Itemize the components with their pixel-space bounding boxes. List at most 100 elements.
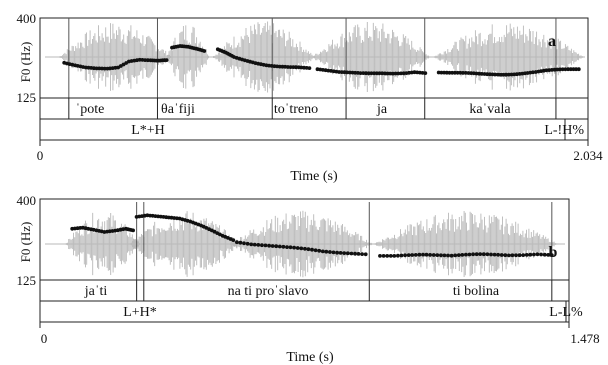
f0-point — [286, 65, 290, 69]
syllable-boundaries-b — [136, 280, 553, 301]
f0-point — [320, 249, 325, 254]
f0-point — [361, 71, 366, 75]
f0-point — [498, 72, 503, 77]
f0-point — [535, 252, 540, 257]
f0-point — [504, 72, 508, 77]
f0-point — [283, 64, 288, 69]
f0-point — [363, 252, 368, 257]
f0-point — [455, 70, 460, 75]
f0-point — [86, 65, 91, 70]
f0-point — [145, 58, 150, 63]
f0-point — [260, 243, 264, 248]
f0-point — [490, 72, 495, 77]
f0-point — [102, 66, 107, 71]
tone-label-right-a: L-!H% — [544, 123, 584, 138]
f0-point — [456, 253, 461, 257]
f0-point — [431, 253, 436, 257]
y-axis-label-a: F0 (Hz) — [18, 42, 33, 83]
f0-point — [324, 249, 329, 254]
f0-point — [231, 238, 236, 243]
f0-point — [372, 71, 376, 76]
f0-point — [539, 252, 543, 257]
f0-point — [474, 252, 479, 257]
f0-point — [532, 252, 536, 257]
panel-label-a: a — [548, 33, 556, 50]
f0-point — [447, 70, 452, 75]
syllable-boundaries-a — [68, 98, 557, 119]
f0-point — [277, 244, 282, 249]
f0-point — [424, 252, 429, 257]
f0-point — [285, 245, 289, 250]
f0-point — [166, 215, 171, 220]
f0-point — [489, 252, 493, 257]
f0-point — [307, 66, 312, 70]
f0-point — [501, 72, 506, 77]
f0-point — [439, 253, 443, 258]
y-tick-top-b: 400 — [17, 193, 37, 208]
f0-point — [547, 68, 552, 72]
f0-point — [383, 71, 387, 76]
f0-point — [466, 71, 471, 75]
syllable-a-3: toˈtreno — [274, 102, 318, 117]
f0-point — [388, 254, 393, 258]
syllable-b-1: jaˈti — [84, 284, 108, 299]
f0-point — [449, 253, 454, 258]
f0-point — [335, 250, 339, 255]
f0-point — [202, 49, 207, 53]
f0-point — [413, 253, 418, 257]
f0-point — [374, 71, 379, 76]
f0-point — [380, 71, 385, 76]
f0-point — [403, 253, 407, 258]
f0-point — [385, 71, 390, 76]
f0-point — [482, 72, 487, 76]
f0-point — [304, 66, 309, 70]
f0-point — [274, 244, 279, 249]
f0-point — [428, 253, 432, 257]
x-tick-end-a: 2.034 — [573, 148, 603, 163]
f0-point — [492, 252, 497, 257]
syllable-b-3: ti bolina — [453, 284, 500, 299]
f0-point — [92, 66, 96, 71]
f0-point — [461, 71, 465, 75]
f0-point — [83, 65, 88, 70]
f0-point — [503, 253, 508, 258]
f0-point — [542, 252, 547, 257]
f0-point — [439, 70, 444, 75]
f0-point — [270, 244, 275, 248]
f0-point — [396, 253, 400, 258]
f0-point — [364, 71, 368, 76]
f0-point — [296, 65, 301, 70]
syllable-b-2: na ti proˈslavo — [228, 284, 309, 299]
f0-point — [94, 66, 99, 71]
f0-point — [471, 71, 476, 76]
f0-point — [574, 67, 578, 72]
f0-point — [560, 67, 565, 72]
f0-contour-b — [70, 213, 554, 258]
f0-point — [156, 214, 161, 219]
f0-point — [349, 251, 354, 256]
f0-point — [356, 71, 360, 75]
f0-point — [235, 240, 239, 245]
f0-point — [471, 252, 475, 257]
f0-point — [267, 243, 271, 248]
f0-point — [506, 72, 511, 77]
f0-point — [288, 65, 293, 69]
syllable-a-5: kaˈvala — [469, 102, 511, 117]
f0-point — [100, 66, 104, 71]
f0-point — [401, 71, 406, 76]
f0-point — [423, 71, 428, 75]
f0-point — [388, 71, 393, 76]
f0-point — [277, 64, 282, 69]
f0-point — [245, 241, 250, 246]
f0-point — [436, 70, 441, 75]
tone-tier-b — [39, 300, 570, 323]
f0-point — [310, 247, 314, 252]
f0-point — [137, 57, 142, 62]
f0-point — [458, 70, 463, 75]
f0-point — [467, 252, 472, 257]
tone-tier-a — [39, 118, 589, 141]
x-tick-start-a: 0 — [37, 148, 44, 163]
f0-point — [550, 68, 554, 72]
f0-point — [524, 253, 529, 257]
y-tick-bottom-b: 125 — [17, 273, 37, 288]
